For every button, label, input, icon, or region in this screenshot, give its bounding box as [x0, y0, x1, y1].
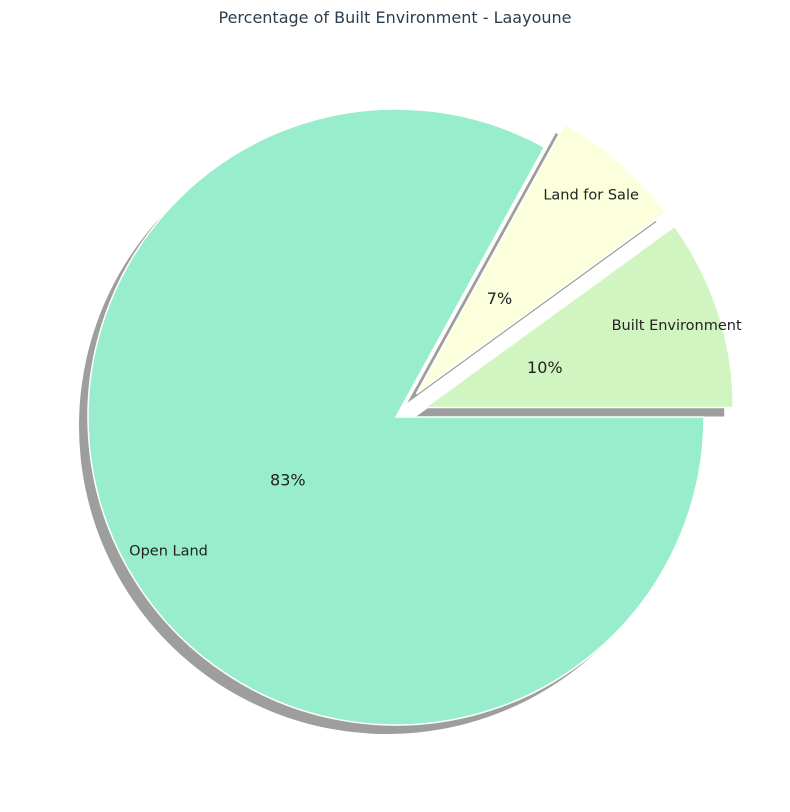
slice-label-land-for-sale: Land for Sale — [543, 188, 639, 204]
slice-pct-built-environment: 10% — [527, 358, 563, 377]
slice-built-environment — [422, 225, 735, 409]
slice-pct-open-land: 83% — [270, 470, 306, 489]
slice-open-land — [87, 108, 705, 726]
chart-title: Percentage of Built Environment - Laayou… — [218, 8, 572, 27]
slice-layer — [87, 108, 735, 726]
slice-pct-land-for-sale: 7% — [487, 289, 512, 308]
slice-label-built-environment: Built Environment — [612, 318, 742, 334]
slice-label-open-land: Open Land — [129, 544, 208, 560]
label-layer: Built Environment 10% Land for Sale 7% Open … — [129, 188, 742, 560]
slice-land-for-sale — [415, 122, 667, 395]
